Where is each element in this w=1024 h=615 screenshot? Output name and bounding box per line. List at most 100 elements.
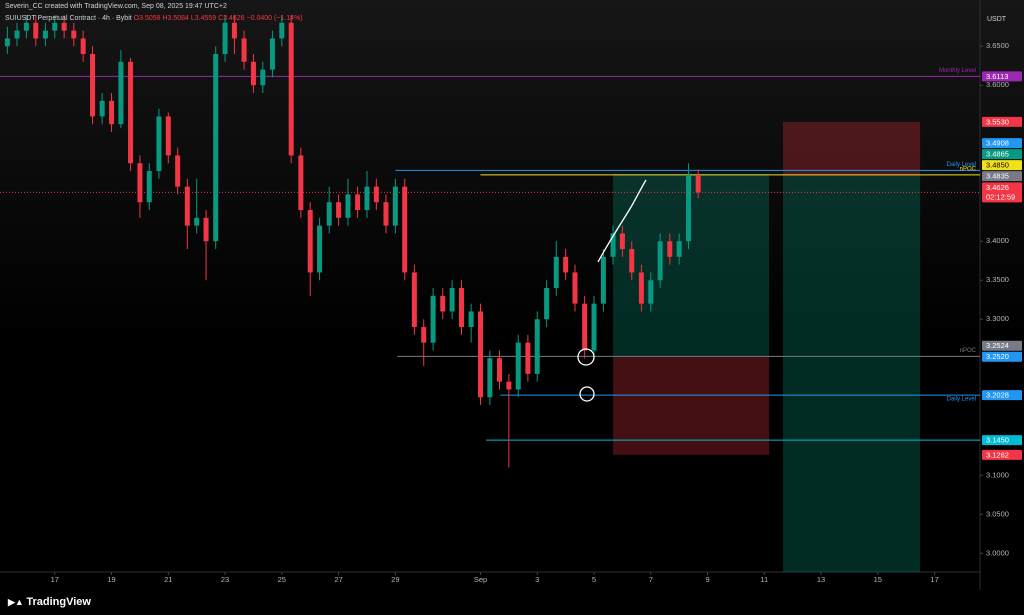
level-note: Monthly Level [939,68,976,74]
x-tick-label: 15 [874,575,882,584]
brand: ▶▲ TradingView [8,596,91,608]
x-tick-label: 7 [649,575,653,584]
candle-body [250,61,256,86]
x-tick-label: 13 [817,575,825,584]
price-label-box [982,138,1022,149]
candle-body [582,303,588,351]
price-label: 3.4850 [986,161,1009,170]
y-tick-label: 3.4000 [986,236,1009,245]
candle-body [336,202,342,218]
price-label: 3.4835 [986,172,1009,181]
candle-body [194,217,200,226]
price-label-box [982,116,1022,127]
candle-body [80,38,86,55]
candle-body [411,272,417,328]
candle-body [42,30,48,39]
candle-body [156,116,162,172]
candle-body [355,194,361,211]
logo: ▶▲ [8,597,27,607]
candle-body [99,100,105,117]
x-tick-label: 17 [51,575,59,584]
candle-body [165,116,171,156]
candle-body [544,288,550,320]
candle-body [506,381,512,390]
symbol: SUIUSDT Perpetual Contract · 4h · Bybit [5,15,132,22]
currency: USDT [987,16,1007,23]
x-tick-label: 23 [221,575,229,584]
candle-body [572,272,578,304]
level-note: nPOC [960,167,977,173]
x-tick-label: 5 [592,575,596,584]
price-label-box [982,449,1022,460]
level-note: Daily Level [947,162,976,168]
ohlc: O3.5058 H3.5084 L3.4559 C3.4626 −0.0400 … [133,15,303,22]
price-label: 3.4626 [986,183,1009,192]
brand-name: TradingView [26,596,91,608]
candle-body [260,69,266,86]
x-tick-label: 17 [930,575,938,584]
candle-body [667,241,673,257]
price-label: 3.2028 [986,391,1009,400]
level-note: Daily Level [947,397,976,403]
candle-body [213,54,219,242]
candle-body [676,241,682,257]
candle-body [487,358,493,398]
candle-body [109,100,115,125]
y-tick-label: 3.6500 [986,41,1009,50]
candle-body [534,319,540,374]
candle-body [383,202,389,226]
candle-body [373,186,379,203]
candle-body [345,194,351,218]
profit-zone [783,176,921,572]
candle-body [279,22,285,39]
y-tick-label: 3.6000 [986,80,1009,89]
price-label: 3.1450 [986,436,1009,445]
candle-body [14,30,20,39]
candle-body [497,358,503,382]
candle-body [430,295,436,343]
drawings [577,179,647,402]
price-label-box [982,390,1022,401]
price-label: 3.1262 [986,450,1009,459]
candle-body [610,233,616,257]
candle-body [392,186,398,226]
price-label-box [982,351,1022,362]
candle-body [440,295,446,312]
price-label-box [982,171,1022,182]
candle-body [525,342,531,374]
drawing-circle [577,348,595,366]
candle-body [326,202,332,226]
candle-body [33,22,39,39]
candle-body [629,249,635,273]
candle-body [298,155,304,211]
candle-body [4,38,10,47]
y-tick-label: 3.3500 [986,275,1009,284]
x-tick-label: 11 [760,575,768,584]
price-label-box [982,71,1022,82]
y-tick-label: 3.0500 [986,509,1009,518]
candle-body [591,303,597,351]
candle-body [402,186,408,273]
candle-body [600,256,606,304]
y-tick-label: 3.3000 [986,314,1009,323]
candle-body [686,174,692,242]
price-label: 3.2520 [986,352,1009,361]
candle-body [553,256,559,289]
candle-body [477,311,483,398]
footer: ▶▲ TradingView [0,590,1024,615]
candle-body [222,22,228,55]
price-label: 3.6113 [986,72,1008,81]
countdown: 02:12:59 [986,192,1015,201]
candle-body [23,22,29,31]
candle-body [449,288,455,312]
candle-body [203,217,209,242]
candle-body [468,311,474,328]
x-tick-label: 21 [164,575,172,584]
candle-body [317,225,323,273]
symbol-line: SUIUSDT Perpetual Contract · 4h · Bybit … [5,15,303,22]
candle-body [307,210,313,273]
price-label: 3.4908 [986,139,1009,148]
candle-body [563,256,569,273]
